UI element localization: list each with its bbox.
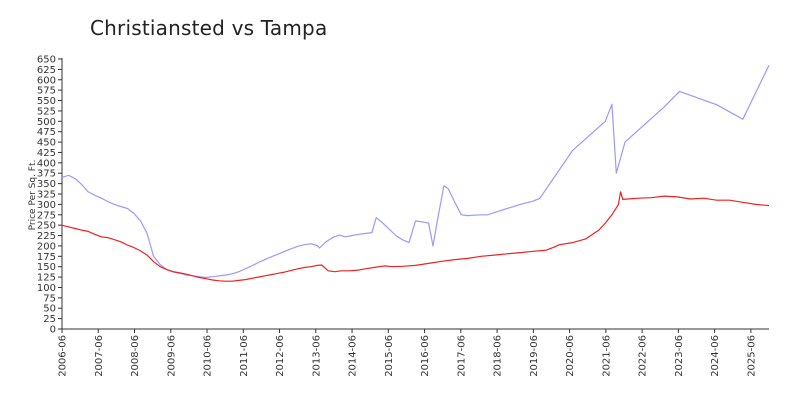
series-line-1 bbox=[61, 64, 770, 279]
axes bbox=[58, 58, 769, 333]
x-tick-label: 2019-06 bbox=[529, 335, 540, 377]
x-tick-label: 2024-06 bbox=[710, 335, 721, 377]
y-tick-label: 325 bbox=[37, 190, 56, 201]
y-tick-label: 150 bbox=[37, 262, 56, 273]
y-tick-label: 100 bbox=[37, 283, 56, 294]
y-tick-label: 525 bbox=[37, 106, 56, 117]
y-tick-label: 75 bbox=[43, 293, 56, 304]
y-tick-label: 175 bbox=[37, 252, 56, 263]
x-tick-label: 2021-06 bbox=[601, 335, 612, 377]
x-tick-label: 2007-06 bbox=[94, 335, 105, 377]
y-tick-label: 300 bbox=[37, 200, 56, 211]
x-tick-label: 2006-06 bbox=[58, 335, 69, 377]
y-tick-label: 650 bbox=[37, 55, 56, 66]
x-tick-label: 2009-06 bbox=[166, 335, 177, 377]
x-tick-label: 2010-06 bbox=[203, 335, 214, 377]
x-tick-label: 2023-06 bbox=[674, 335, 685, 377]
y-tick-label: 550 bbox=[37, 96, 56, 107]
x-tick-label: 2022-06 bbox=[638, 335, 649, 377]
series-layer bbox=[61, 64, 770, 282]
x-tick-label: 2014-06 bbox=[348, 335, 359, 377]
x-tick-label: 2011-06 bbox=[239, 335, 250, 377]
y-tick-label: 250 bbox=[37, 221, 56, 232]
y-tick-label: 450 bbox=[37, 138, 56, 149]
y-tick-label: 375 bbox=[37, 169, 56, 180]
x-tick-label: 2013-06 bbox=[311, 335, 322, 377]
y-tick-label: 225 bbox=[37, 231, 56, 242]
y-tick-label: 0 bbox=[50, 325, 56, 336]
x-tick-label: 2025-06 bbox=[746, 335, 757, 377]
y-tick-label: 600 bbox=[37, 75, 56, 86]
x-tick-label: 2015-06 bbox=[384, 335, 395, 377]
x-tick-label: 2020-06 bbox=[565, 335, 576, 377]
chart-title: Christiansted vs Tampa bbox=[90, 16, 328, 40]
y-tick-labels: 0255075100125150175200225250275300325350… bbox=[37, 55, 56, 336]
x-tick-label: 2017-06 bbox=[456, 335, 467, 377]
x-tick-label: 2016-06 bbox=[420, 335, 431, 377]
x-tick-labels: 2006-06 2007-06 2008-06 2009-06 2010-06 2011-… bbox=[58, 335, 758, 377]
y-tick-label: 50 bbox=[43, 304, 56, 315]
y-tick-label: 400 bbox=[37, 158, 56, 169]
y-tick-label: 575 bbox=[37, 86, 56, 97]
y-tick-label: 500 bbox=[37, 117, 56, 128]
x-tick-label: 2018-06 bbox=[493, 335, 504, 377]
y-tick-label: 275 bbox=[37, 210, 56, 221]
series-line-2 bbox=[61, 191, 770, 282]
x-tick-label: 2008-06 bbox=[130, 335, 141, 377]
y-tick-label: 475 bbox=[37, 127, 56, 138]
y-tick-label: 125 bbox=[37, 273, 56, 284]
y-tick-label: 625 bbox=[37, 65, 56, 76]
y-tick-label: 200 bbox=[37, 241, 56, 252]
x-tick-label: 2012-06 bbox=[275, 335, 286, 377]
y-tick-label: 425 bbox=[37, 148, 56, 159]
y-axis-title: Price Per Sq. Ft. bbox=[28, 160, 38, 231]
y-tick-label: 350 bbox=[37, 179, 56, 190]
y-tick-label: 25 bbox=[43, 314, 56, 325]
